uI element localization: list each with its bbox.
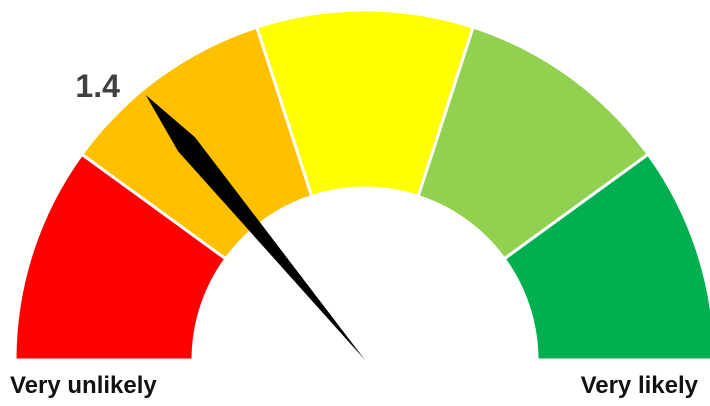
gauge-value-label: 1.4 bbox=[75, 68, 120, 104]
gauge-band-5 bbox=[502, 152, 710, 362]
gauge-band-4 bbox=[416, 25, 651, 261]
gauge-needle bbox=[145, 94, 365, 360]
min-label: Very unlikely bbox=[10, 372, 157, 399]
gauge-band-1 bbox=[13, 152, 228, 362]
max-label: Very likely bbox=[580, 372, 698, 399]
gauge-band-3 bbox=[254, 8, 476, 199]
